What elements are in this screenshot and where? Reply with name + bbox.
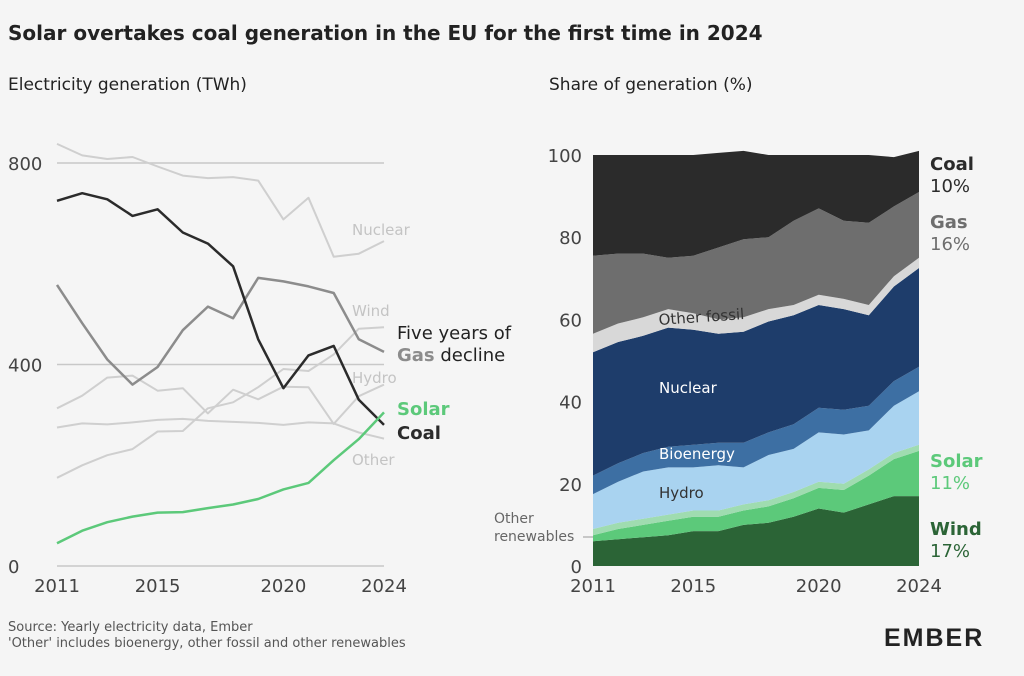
series-line-hydro bbox=[56, 374, 385, 425]
y-tick-label: 0 bbox=[8, 557, 19, 578]
area-bioenergy bbox=[593, 366, 919, 495]
series-line-wind bbox=[56, 326, 385, 479]
x-tick-label: 2015 bbox=[135, 576, 181, 597]
series-line-other bbox=[56, 417, 385, 440]
area-solar bbox=[593, 450, 919, 542]
area-label-hydro: Hydro bbox=[659, 484, 704, 502]
series-line-gas bbox=[55, 276, 385, 386]
series-label-coal: Coal bbox=[397, 423, 441, 444]
y-tick-label: 20 bbox=[559, 475, 582, 496]
y-tick-label: 100 bbox=[548, 146, 582, 167]
area-label-other-renewables-1: Other bbox=[494, 511, 534, 527]
area-other-renewables bbox=[593, 444, 919, 536]
source-line-2: 'Other' includes bioenergy, other fossil… bbox=[8, 636, 406, 651]
y-tick-label: 800 bbox=[8, 154, 42, 175]
gas-annotation-bold: Gas bbox=[397, 345, 435, 366]
share-label-gas: Gas bbox=[930, 212, 968, 233]
x-tick-label: 2024 bbox=[896, 576, 942, 597]
share-label-wind: Wind bbox=[930, 519, 982, 540]
area-label-nuclear: Nuclear bbox=[659, 379, 718, 397]
y-tick-label: 80 bbox=[559, 228, 582, 249]
line-chart: 0 400 800 2011 2015 2020 2024 Nuclear Wind Hydro O… bbox=[8, 142, 512, 597]
series-label-hydro: Hydro bbox=[352, 369, 397, 387]
share-value-solar: 11% bbox=[930, 473, 970, 494]
gas-annotation-rest: decline bbox=[435, 345, 506, 366]
area-chart: 0 20 40 60 80 100 2011 2015 2020 2024 Nuclear Bioen… bbox=[494, 146, 983, 597]
ember-logo-text: EMBER bbox=[884, 624, 984, 652]
series-line-solar bbox=[56, 411, 385, 545]
x-tick-label: 2011 bbox=[570, 576, 616, 597]
series-label-solar: Solar bbox=[397, 399, 450, 420]
share-value-gas: 16% bbox=[930, 234, 970, 255]
area-coal bbox=[593, 150, 919, 258]
y-tick-label: 400 bbox=[8, 356, 42, 377]
y-tick-label: 40 bbox=[559, 393, 582, 414]
x-tick-label: 2020 bbox=[260, 576, 306, 597]
area-gas bbox=[593, 192, 919, 334]
source-line-1: Source: Yearly electricity data, Ember bbox=[8, 620, 253, 635]
line-chart-subtitle: Electricity generation (TWh) bbox=[8, 75, 247, 95]
gas-annotation-line2: Gas decline bbox=[397, 345, 505, 366]
area-nuclear bbox=[593, 268, 919, 476]
y-tick-label: 0 bbox=[571, 557, 582, 578]
area-hydro bbox=[593, 391, 919, 529]
area-wind bbox=[593, 496, 919, 566]
series-label-nuclear: Nuclear bbox=[352, 221, 411, 239]
series-line-coal bbox=[56, 191, 385, 426]
area-label-bioenergy: Bioenergy bbox=[659, 445, 735, 463]
gas-annotation-line1: Five years of bbox=[397, 323, 512, 344]
x-tick-label: 2011 bbox=[34, 576, 80, 597]
share-value-coal: 10% bbox=[930, 176, 970, 197]
x-tick-label: 2024 bbox=[361, 576, 407, 597]
share-value-wind: 17% bbox=[930, 541, 970, 562]
series-label-wind: Wind bbox=[352, 302, 390, 320]
y-tick-label: 60 bbox=[559, 310, 582, 331]
x-tick-label: 2015 bbox=[670, 576, 716, 597]
series-label-other: Other bbox=[352, 451, 395, 469]
series-line-nuclear bbox=[56, 142, 385, 258]
area-other-fossil bbox=[593, 257, 919, 353]
area-chart-subtitle: Share of generation (%) bbox=[549, 75, 753, 95]
ember-logo: EMBER bbox=[884, 624, 984, 652]
share-label-coal: Coal bbox=[930, 154, 974, 175]
share-label-solar: Solar bbox=[930, 451, 983, 472]
x-tick-label: 2020 bbox=[796, 576, 842, 597]
area-label-other-fossil: Other fossil bbox=[658, 305, 745, 329]
chart-title: Solar overtakes coal generation in the E… bbox=[8, 21, 763, 45]
area-label-other-renewables-2: renewables bbox=[494, 529, 574, 545]
